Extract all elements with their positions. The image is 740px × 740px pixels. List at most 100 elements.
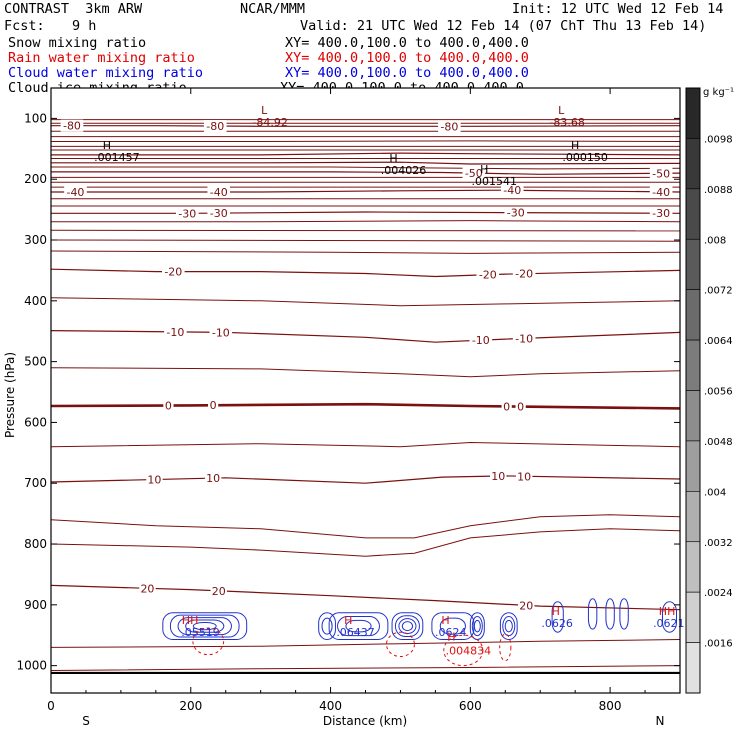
contour-label-bg (500, 184, 524, 197)
y-tick-label: 600 (24, 415, 47, 429)
x-tick-label: 600 (459, 699, 482, 713)
contour-label-bg (209, 326, 233, 339)
contour-label-bg (139, 582, 156, 595)
temperature-contour (50, 402, 681, 410)
contour-label: -80 (440, 120, 458, 133)
rain-contour (499, 633, 512, 662)
contour-label-bg (512, 267, 536, 280)
contour-label: -40 (66, 186, 84, 199)
cloud-water-contour (662, 601, 678, 633)
contour-label: -10 (472, 334, 490, 347)
temperature-contour (50, 584, 681, 611)
extremum-value: -83.68 (549, 116, 584, 129)
cloud-water-contour (473, 619, 481, 633)
contour-label-bg (518, 599, 535, 612)
cloud-water-contour (391, 612, 424, 640)
contour-label-bg (512, 332, 536, 345)
cloud-water-max-marker: H (344, 614, 352, 627)
contour-layer: -80 -80 -80 -50 -50 -40 -40 -40 -40 -30 -30 -30 -30 -… (50, 88, 685, 693)
contour-label: -50 (465, 167, 483, 180)
cloud-water-contour (439, 617, 466, 635)
y-tick-label: 700 (24, 476, 47, 490)
contour-label-bg (163, 399, 174, 412)
colorbar-swatch (685, 188, 701, 240)
contour-label: 10 (147, 473, 161, 486)
high-marker: H (389, 152, 397, 165)
field-xy-rain: XY= 400.0,100.0 to 400.0,400.0 (285, 50, 529, 66)
model-title: CONTRAST 3km ARW (4, 1, 143, 17)
contour-label-bg (462, 167, 486, 180)
contour-label-bg (515, 400, 526, 413)
cloud-water-contour (345, 619, 372, 633)
field-name-cloud-water: Cloud water mixing ratio (8, 65, 204, 81)
temperature-contour (51, 152, 681, 156)
extremum-value: .000150 (562, 151, 608, 164)
contour-label-bg (469, 334, 493, 347)
contour-label: -10 (166, 326, 184, 339)
contour-label: -30 (507, 207, 525, 220)
colorbar-tick-label: .0032 (704, 538, 733, 549)
center-name: NCAR/MMM (240, 1, 306, 17)
contour-label-bg (64, 185, 87, 198)
y-tick-label: 800 (24, 537, 47, 551)
cloud-water-max-marker: HH (182, 614, 199, 627)
y-tick-label: 400 (24, 294, 47, 308)
colorbar-swatch (685, 440, 701, 492)
contour-label: -10 (212, 326, 230, 339)
colorbar-swatch (685, 390, 701, 442)
rain-contour (192, 627, 225, 656)
contour-label-bg (164, 325, 187, 338)
contour-label: -40 (503, 184, 521, 197)
temperature-contour (51, 125, 681, 127)
contour-label-bg (515, 470, 533, 483)
contour-label: -30 (210, 207, 228, 220)
low-marker: L (558, 104, 565, 117)
contour-label: 10 (517, 470, 531, 483)
left-end-label: S (82, 714, 90, 728)
x-tick-label: 0 (47, 699, 55, 713)
cloud-water-max-value: .05519 (181, 626, 220, 639)
high-marker: H (571, 139, 579, 152)
isoline (51, 220, 681, 223)
contour-label-bg (501, 400, 512, 413)
colorbar-swatch (685, 238, 701, 290)
cloud-water-contour (328, 612, 389, 640)
cloud-water-contour (169, 614, 240, 638)
extremum-value: .001541 (472, 175, 518, 188)
contour-label-bg (203, 120, 227, 133)
contour-label-bg (146, 473, 163, 486)
cloud-water-contour (177, 617, 232, 636)
isoline (50, 528, 681, 557)
y-tick-label: 100 (24, 111, 47, 125)
cloud-water-max-value: .0624 (435, 626, 467, 639)
contour-label-bg (210, 584, 227, 597)
colorbar-tick-label: .004 (704, 487, 726, 498)
field-name-rain: Rain water mixing ratio (8, 50, 195, 66)
temperature-contour (51, 171, 681, 175)
contour-label: -30 (178, 207, 196, 220)
contour-label: -10 (515, 332, 533, 345)
contour-label: 20 (212, 585, 226, 598)
extremum-value: .004026 (381, 164, 427, 177)
contour-label-bg (204, 472, 222, 485)
contour-label-bg (60, 119, 84, 132)
x-tick-label: 200 (179, 699, 202, 713)
x-tick-label: 800 (599, 699, 622, 713)
isoline (50, 514, 681, 539)
cloud-water-contour (502, 616, 516, 637)
contour-label-bg (649, 185, 673, 198)
contour-label: -40 (652, 186, 670, 199)
temperature-contour (50, 475, 681, 484)
colorbar-swatch (685, 289, 701, 341)
colorbar-swatch (685, 642, 701, 694)
cloud-water-contour (605, 598, 615, 630)
y-tick-label: 1000 (16, 659, 47, 673)
isoline (50, 239, 681, 242)
cloud-water-contour (318, 612, 336, 640)
isoline (50, 229, 681, 232)
cloud-water-contour (587, 598, 598, 630)
colorbar-tick-label: .0098 (704, 134, 733, 145)
isoline (51, 140, 681, 142)
cloud-water-contour (551, 601, 564, 633)
